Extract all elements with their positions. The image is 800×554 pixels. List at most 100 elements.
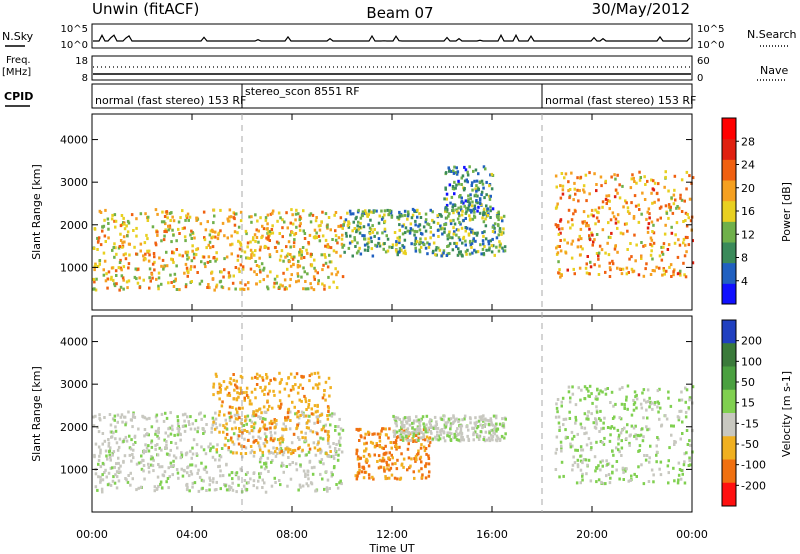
backscatter-cell-0 — [205, 489, 208, 492]
backscatter-cell-0 — [334, 447, 337, 450]
backscatter-cell-0 — [341, 226, 344, 230]
backscatter-cell-0 — [117, 461, 120, 465]
title-station: Unwin (fitACF) — [92, 0, 199, 18]
backscatter-cell-0 — [265, 435, 268, 439]
backscatter-cell-0 — [277, 211, 281, 215]
backscatter-cell-0 — [121, 420, 124, 424]
backscatter-cell-3 — [487, 419, 491, 423]
backscatter-cell-2 — [473, 204, 477, 208]
backscatter-cell-3 — [618, 196, 622, 200]
backscatter-cell-1 — [471, 251, 474, 255]
backscatter-cell-1 — [426, 241, 429, 245]
backscatter-cell-1 — [314, 410, 318, 414]
backscatter-cell-2 — [463, 179, 467, 183]
backscatter-cell-2 — [396, 477, 399, 481]
backscatter-cell-0 — [226, 236, 229, 240]
backscatter-cell-0 — [307, 241, 310, 244]
backscatter-cell-1 — [384, 250, 388, 254]
backscatter-cell-4 — [630, 474, 633, 478]
backscatter-cell-1 — [289, 419, 292, 422]
backscatter-cell-2 — [366, 459, 369, 463]
backscatter-cell-0 — [94, 288, 98, 292]
backscatter-cell-4 — [649, 444, 652, 448]
backscatter-cell-0 — [189, 415, 192, 419]
backscatter-cell-0 — [340, 450, 344, 454]
backscatter-cell-1 — [402, 245, 406, 249]
backscatter-cell-4 — [601, 441, 604, 444]
backscatter-cell-3 — [669, 205, 672, 209]
backscatter-cell-0 — [258, 475, 261, 479]
backscatter-cell-1 — [448, 236, 452, 240]
backscatter-cell-0 — [240, 418, 243, 421]
backscatter-cell-0 — [334, 428, 337, 432]
backscatter-cell-0 — [317, 279, 320, 283]
backscatter-cell-0 — [171, 258, 174, 262]
colorbar-tick-label: 24 — [741, 159, 755, 172]
backscatter-cell-4 — [560, 404, 563, 408]
backscatter-cell-3 — [437, 438, 440, 442]
backscatter-cell-0 — [264, 462, 268, 466]
backscatter-cell-0 — [163, 438, 166, 442]
backscatter-cell-3 — [449, 427, 452, 431]
backscatter-cell-3 — [484, 417, 487, 421]
backscatter-cell-0 — [211, 235, 215, 239]
backscatter-cell-0 — [308, 414, 311, 418]
backscatter-cell-4 — [677, 418, 681, 422]
backscatter-cell-0 — [157, 284, 160, 288]
backscatter-cell-1 — [437, 235, 440, 238]
backscatter-cell-0 — [254, 239, 257, 243]
backscatter-cell-1 — [410, 216, 414, 220]
backscatter-cell-0 — [102, 251, 106, 255]
backscatter-cell-0 — [186, 212, 190, 216]
backscatter-cell-0 — [294, 218, 297, 222]
backscatter-cell-1 — [485, 248, 488, 252]
backscatter-cell-0 — [154, 243, 158, 247]
backscatter-cell-0 — [192, 438, 196, 442]
backscatter-cell-2 — [490, 187, 494, 191]
backscatter-cell-0 — [214, 422, 217, 426]
backscatter-cell-3 — [582, 210, 586, 214]
backscatter-cell-3 — [556, 202, 559, 206]
backscatter-cell-0 — [246, 256, 250, 260]
backscatter-cell-0 — [175, 264, 178, 268]
backscatter-cell-3 — [673, 188, 676, 192]
backscatter-cell-1 — [455, 233, 458, 237]
backscatter-cell-1 — [429, 226, 432, 229]
backscatter-cell-3 — [469, 421, 472, 425]
backscatter-cell-1 — [498, 243, 502, 247]
backscatter-cell-1 — [327, 430, 330, 434]
backscatter-cell-2 — [387, 463, 390, 467]
backscatter-cell-3 — [616, 250, 619, 254]
backscatter-cell-0 — [114, 437, 117, 441]
backscatter-cell-0 — [154, 429, 158, 433]
backscatter-cell-2 — [475, 184, 478, 188]
backscatter-cell-2 — [421, 473, 424, 477]
backscatter-cell-4 — [669, 404, 673, 408]
backscatter-cell-1 — [484, 217, 487, 221]
backscatter-cell-3 — [597, 273, 601, 276]
backscatter-cell-0 — [201, 427, 205, 430]
backscatter-cell-3 — [406, 427, 410, 431]
backscatter-cell-4 — [603, 436, 606, 440]
backscatter-cell-3 — [456, 427, 459, 431]
backscatter-cell-3 — [463, 414, 467, 418]
backscatter-cell-4 — [571, 444, 574, 448]
backscatter-cell-3 — [632, 176, 635, 180]
backscatter-cell-1 — [417, 224, 420, 228]
backscatter-cell-0 — [326, 478, 330, 482]
backscatter-cell-0 — [125, 478, 128, 482]
backscatter-cell-1 — [418, 228, 422, 232]
backscatter-cell-4 — [659, 460, 663, 464]
backscatter-cell-3 — [578, 234, 581, 238]
backscatter-cell-0 — [180, 467, 183, 471]
backscatter-cell-2 — [381, 456, 385, 460]
backscatter-cell-2 — [364, 432, 367, 436]
backscatter-cell-2 — [356, 457, 360, 461]
backscatter-cell-2 — [393, 476, 397, 480]
backscatter-cell-3 — [495, 439, 499, 443]
backscatter-cell-1 — [272, 439, 275, 443]
colorbar-swatch — [722, 436, 736, 460]
backscatter-cell-0 — [313, 266, 316, 270]
backscatter-cell-4 — [604, 387, 607, 391]
backscatter-cell-3 — [601, 200, 605, 204]
